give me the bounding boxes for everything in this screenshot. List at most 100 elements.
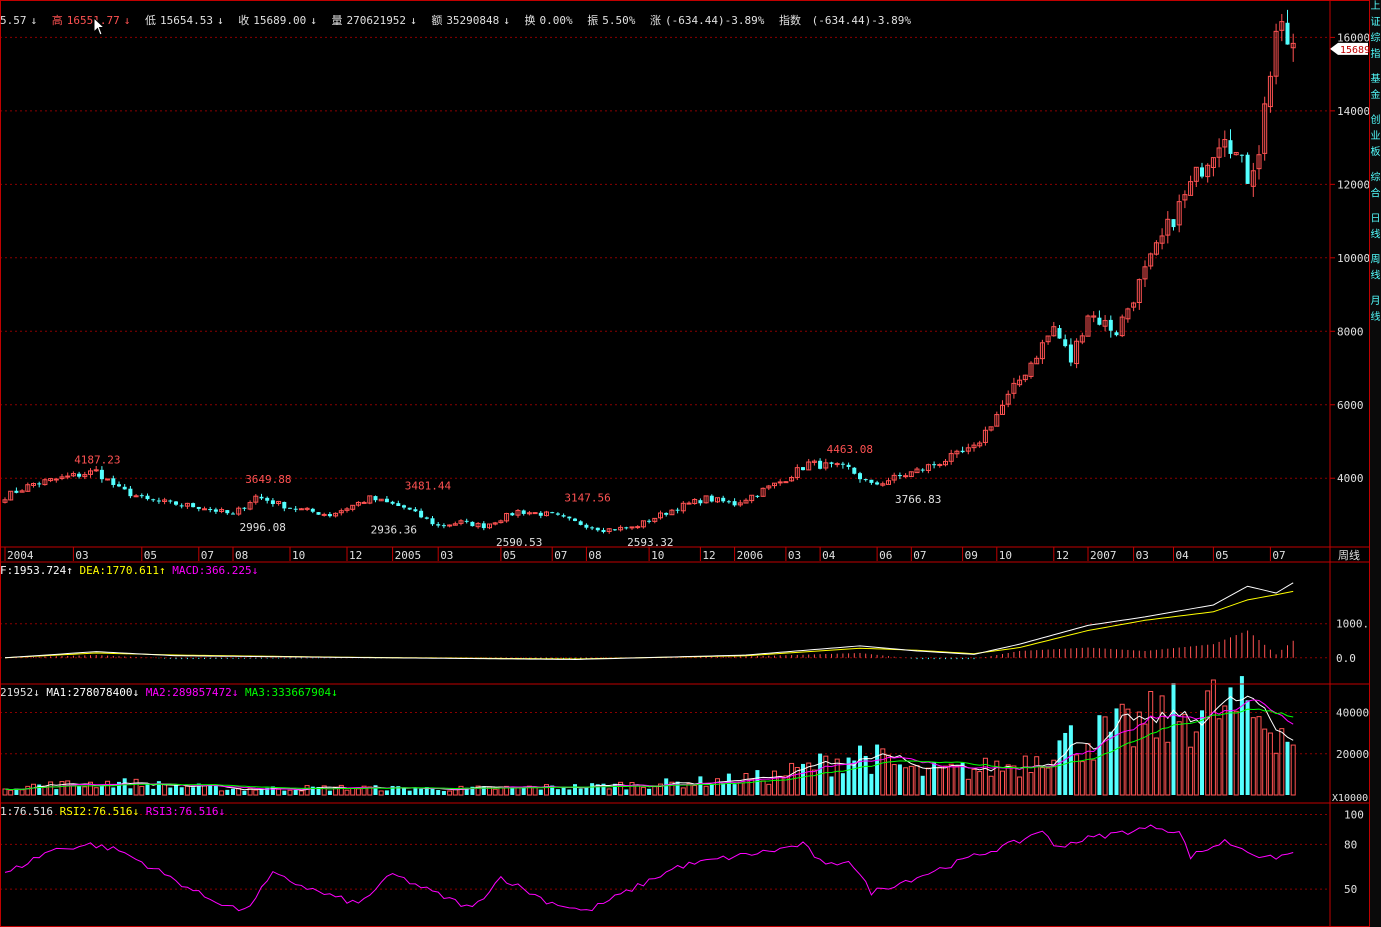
candle-down — [396, 503, 401, 506]
open-value: 5.57 — [0, 14, 27, 27]
volume-bar-down — [510, 786, 515, 795]
volume-bar-up — [994, 760, 1000, 796]
rsi-series — [4, 824, 1294, 912]
candle-down — [191, 503, 196, 508]
candle-up — [1256, 154, 1262, 170]
volume-bar-down — [829, 776, 834, 795]
price-annotation-high: 3481.44 — [405, 479, 452, 492]
macd-legend-macd: MACD:366.225↓ — [172, 564, 258, 577]
volume-bar-down — [464, 787, 469, 795]
candle-up — [880, 483, 886, 486]
volume-bar-up — [367, 786, 373, 796]
candle-up — [1176, 201, 1182, 226]
volume-bar-down — [932, 762, 937, 795]
volume-bar-up — [977, 771, 983, 796]
volume-bar-up — [766, 783, 772, 796]
candle-down — [510, 513, 515, 516]
volume-bar-down — [624, 789, 629, 795]
candle-up — [1102, 320, 1108, 327]
candle-down — [601, 529, 606, 533]
candle-up — [618, 526, 624, 531]
volume-series — [2, 676, 1296, 796]
candle-up — [686, 502, 692, 505]
candle-up — [834, 463, 840, 466]
volume-bar-up — [954, 766, 960, 796]
candle-up — [1125, 308, 1131, 320]
right-side-panel[interactable]: 上证综指 基金 创业板 综合 日线 周线 月线 — [1370, 0, 1381, 927]
candle-down — [168, 500, 173, 502]
volume-bar-up — [971, 768, 977, 796]
price-tick-label: 4000 — [1337, 472, 1364, 485]
volume-bar-up — [1148, 690, 1154, 796]
volume-bar-up — [692, 785, 698, 796]
candle-up — [811, 460, 817, 463]
candle-down — [436, 524, 441, 526]
volume-legend: 21952↓ MA1:278078400↓ MA2:289857472↓ MA3… — [0, 686, 338, 699]
volume-legend-vol: 21952↓ — [0, 686, 46, 699]
volume-bar-up — [886, 754, 891, 796]
x-axis-label: 08 — [588, 549, 601, 562]
candle-down — [584, 524, 589, 528]
volume-bar-up — [937, 766, 943, 796]
candle-down — [37, 483, 42, 485]
candle-up — [1039, 342, 1045, 360]
candle-down — [869, 479, 874, 483]
volume-bar-down — [726, 773, 731, 795]
candle-up — [298, 508, 304, 511]
volume-bar-up — [703, 785, 709, 796]
volume-bar-up — [1000, 770, 1005, 796]
volume-legend-ma2: MA2:289857472↓ — [146, 686, 245, 699]
volume-bar-down — [1239, 676, 1244, 795]
volume-bar-up — [355, 788, 361, 796]
candle-up — [948, 453, 954, 462]
candlestick-series — [2, 9, 1296, 534]
volume-tick-label: 200000 — [1336, 748, 1376, 761]
candle-up — [59, 476, 65, 480]
volume-bar-up — [276, 788, 282, 796]
candle-up — [749, 494, 755, 502]
candle-down — [829, 462, 834, 464]
volume-bar-up — [823, 755, 829, 796]
price-annotations: 4187.23 3649.88 2996.08 2936.36 3481.44 2590.… — [74, 443, 941, 549]
volume-bar-up — [772, 770, 777, 796]
candle-down — [1108, 319, 1113, 331]
volume-bar-down — [1228, 687, 1233, 795]
volume-bar-down — [265, 787, 270, 795]
last-price-label: 15689 — [1340, 45, 1370, 56]
volume-bar-down — [709, 784, 714, 795]
candle-up — [669, 509, 675, 516]
rsi-legend-rsi3: RSI3:76.516↓ — [146, 805, 225, 818]
volume-ma3-line — [4, 708, 1294, 791]
volume-bar-down — [960, 762, 965, 795]
candle-up — [475, 522, 481, 528]
candle-up — [105, 478, 111, 481]
candle-down — [14, 490, 19, 493]
volume-bar-up — [25, 785, 31, 796]
candle-up — [1022, 374, 1028, 381]
candle-up — [1182, 194, 1188, 201]
volume-bar-down — [1245, 700, 1250, 795]
candle-up — [943, 460, 948, 466]
candle-down — [1114, 332, 1119, 336]
volume-bar-down — [117, 781, 121, 795]
volume-bar-down — [732, 784, 737, 795]
volume-bar-down — [664, 778, 669, 795]
volume-bar-down — [424, 787, 429, 795]
volume-bar-up — [737, 782, 743, 796]
volume-bar-down — [538, 789, 543, 795]
volume-bar-down — [282, 790, 287, 795]
candle-up — [794, 467, 800, 478]
volume-bar-up — [760, 780, 766, 796]
x-axis-label: 06 — [879, 549, 892, 562]
volume-bar-up — [640, 786, 646, 796]
candle-up — [447, 524, 453, 527]
candle-down — [242, 507, 247, 509]
price-annotation-high: 3147.56 — [564, 492, 610, 505]
volume-bar-down — [402, 787, 406, 795]
volume-bar-down — [390, 785, 395, 795]
candle-down — [578, 521, 583, 525]
candle-up — [806, 461, 812, 471]
candle-up — [1159, 235, 1165, 244]
candle-up — [823, 462, 829, 469]
